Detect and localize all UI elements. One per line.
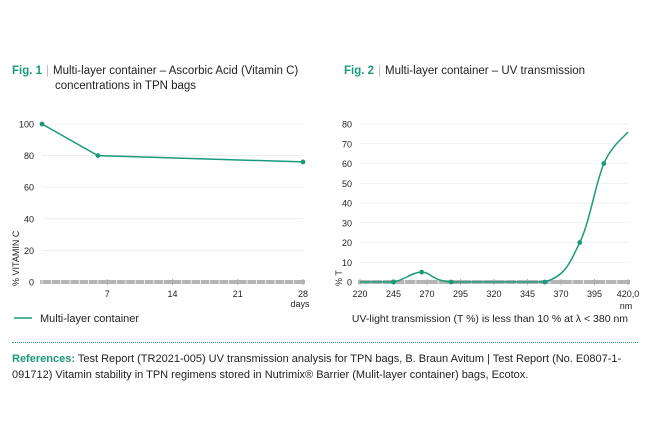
y-tick-label-60: 60 <box>342 159 352 169</box>
y-axis-label: % T <box>334 270 344 286</box>
fig1-number: Fig. 1 <box>12 65 43 77</box>
y-tick-label-40: 40 <box>342 199 352 209</box>
x-tick-label-370: 370 <box>553 289 568 299</box>
fig1-title: Fig. 1 | Multi-layer container – Ascorbic … <box>12 64 302 94</box>
y-tick-label-20: 20 <box>342 238 352 248</box>
x-tick-label-28: 28 <box>298 289 308 299</box>
y-tick-label-50: 50 <box>342 179 352 189</box>
y-tick-label-10: 10 <box>342 258 352 268</box>
references-text: Test Report (TR2021-005) UV transmission… <box>12 353 622 381</box>
y-tick-label-60: 60 <box>24 183 34 193</box>
data-point <box>601 161 607 166</box>
references-divider <box>12 342 638 343</box>
references: References: Test Report (TR2021-005) UV … <box>12 351 642 383</box>
y-tick-label-40: 40 <box>24 214 34 224</box>
x-tick-label-7: 7 <box>105 289 110 299</box>
y-tick-label-80: 80 <box>342 120 352 130</box>
legend-label: Multi-layer container <box>40 313 139 325</box>
fig1-title-line2: concentrations in TPN bags <box>55 80 197 92</box>
y-tick-label-70: 70 <box>342 139 352 149</box>
series-line-0 <box>359 131 629 283</box>
y-tick-label-0: 0 <box>29 278 34 288</box>
x-tick-label-245: 245 <box>386 289 401 299</box>
fig2-number: Fig. 2 <box>344 65 375 77</box>
data-point <box>95 153 101 158</box>
fig1-title-line1: Multi-layer container – Ascorbic Acid (V… <box>53 65 299 77</box>
x-tick-label-220: 220 <box>352 289 367 299</box>
x-axis-label: days <box>290 299 310 309</box>
fig2-title-line1: Multi-layer container – UV transmission <box>385 65 586 77</box>
y-tick-label-80: 80 <box>24 151 34 161</box>
x-tick-label-320: 320 <box>486 289 501 299</box>
data-point <box>577 240 583 245</box>
x-tick-label-21: 21 <box>233 289 243 299</box>
fig2-title: Fig. 2 | Multi-layer container – UV transm… <box>344 64 644 79</box>
data-point <box>300 159 306 165</box>
series-line-0 <box>41 123 304 163</box>
fig2-separator: | <box>378 65 382 77</box>
x-axis-label: nm <box>620 301 633 311</box>
data-point <box>39 121 45 127</box>
uv-caption: UV-light transmission (T %) is less than… <box>352 313 628 325</box>
references-label: References: <box>12 353 75 365</box>
data-point <box>391 279 396 285</box>
fig1-separator: | <box>46 65 50 77</box>
x-tick-label-14: 14 <box>167 289 177 299</box>
y-tick-label-100: 100 <box>19 120 34 130</box>
uv-transmission-chart: 0 10 20 30 40 50 60 70 80 220 245 270 295 320 345 370 39… <box>334 120 640 326</box>
data-point <box>448 279 454 285</box>
x-tick-label-345: 345 <box>520 289 535 299</box>
x-tick-label-420,0: 420,0 <box>617 289 640 299</box>
y-tick-label-30: 30 <box>342 218 352 228</box>
data-point <box>419 269 425 275</box>
x-tick-label-395: 395 <box>587 289 602 299</box>
x-tick-label-270: 270 <box>419 289 434 299</box>
x-tick-label-295: 295 <box>453 289 468 299</box>
data-point <box>542 279 548 285</box>
y-tick-label-20: 20 <box>24 246 34 256</box>
y-axis-label: % VITAMIN C <box>11 230 21 286</box>
y-tick-label-0: 0 <box>347 278 352 288</box>
